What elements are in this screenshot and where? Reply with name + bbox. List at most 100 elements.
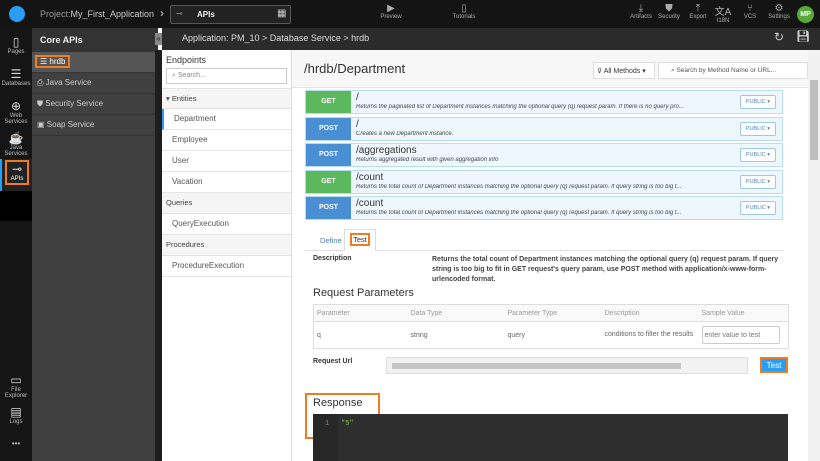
globe-icon: ⊕ xyxy=(10,99,22,113)
method-badge: GET xyxy=(306,91,351,113)
endpoints-title: Endpoints xyxy=(166,55,207,65)
section-procedures[interactable]: Procedures xyxy=(162,235,291,256)
rail-logs[interactable]: ▤ Logs xyxy=(0,405,32,426)
request-params-title: Request Parameters xyxy=(313,287,414,299)
folder-icon: ▭ xyxy=(10,373,22,387)
settings-button[interactable]: ⚙ Settings xyxy=(764,3,794,20)
project-name[interactable]: My_First_Application xyxy=(70,9,155,19)
rail-apis[interactable]: ⊸ APIs xyxy=(0,159,32,191)
api-path: /count xyxy=(356,171,384,183)
request-url-label: Request Url xyxy=(313,358,353,365)
table-row: q string query conditions to filter the … xyxy=(314,322,789,349)
api-row[interactable]: GET / Returns the paginated list of Depa… xyxy=(305,90,783,114)
col-description: Description xyxy=(604,309,640,317)
sidebar-title: Core APIs xyxy=(32,28,158,52)
endpoint-department[interactable]: Department xyxy=(162,109,291,130)
line-number: 1 xyxy=(325,420,330,428)
access-dropdown[interactable]: PUBLIC ▾ xyxy=(740,95,776,109)
shield-icon: ⛊ xyxy=(665,3,673,14)
api-description: Returns the total count of Department in… xyxy=(356,183,682,190)
endpoint-procedure-execution[interactable]: ProcedureExecution xyxy=(162,256,291,277)
endpoints-panel: Endpoints ⌕ Search... ▾ Entities Departm… xyxy=(162,50,292,461)
sidebar-item-hrdb[interactable]: ☰ hrdb xyxy=(32,52,158,73)
gear-icon: ⚙ xyxy=(774,3,784,14)
api-description: Returns aggregated result with given agg… xyxy=(356,157,499,163)
response-editor[interactable]: 1 "5" xyxy=(313,414,788,461)
section-queries[interactable]: Queries xyxy=(162,193,291,214)
security-button[interactable]: ⛊ Security xyxy=(655,3,683,20)
coffee-icon: ☕ xyxy=(8,131,24,145)
scrollbar[interactable] xyxy=(808,50,820,461)
vcs-button[interactable]: ⑂ VCS xyxy=(738,3,762,20)
sample-value-input[interactable] xyxy=(701,326,780,344)
chevron-right-icon: › xyxy=(160,6,164,20)
col-sample-value: Sample Value xyxy=(701,309,745,317)
sidebar: Core APIs ☰ hrdb ⎙ Java Service ⛊ Securi… xyxy=(32,28,158,461)
method-badge: POST xyxy=(306,144,351,166)
more-button[interactable]: ••• xyxy=(11,439,21,448)
endpoint-user[interactable]: User xyxy=(162,151,291,172)
sidebar-item-security-service[interactable]: ⛊ Security Service xyxy=(32,94,158,115)
sidebar-item-soap-service[interactable]: ▣ Soap Service xyxy=(32,115,158,136)
avatar[interactable]: MP xyxy=(797,6,814,23)
grid-icon[interactable]: ▦ xyxy=(277,8,287,19)
redacted-url xyxy=(392,363,681,369)
mode-selector[interactable]: ⊸ APIs ▦ xyxy=(170,5,291,24)
param-type: string xyxy=(410,331,428,339)
i18n-button[interactable]: 文A I18N xyxy=(712,3,734,24)
refresh-icon[interactable]: ↻ xyxy=(774,30,785,44)
endpoints-search[interactable]: ⌕ Search... xyxy=(166,68,287,84)
endpoint-vacation[interactable]: Vacation xyxy=(162,172,291,193)
project-label: Project:My_First_Application xyxy=(40,9,155,19)
download-icon: ⤓ xyxy=(638,3,644,14)
method-search-input[interactable]: ⌕ Search by Method Name or URL... xyxy=(658,62,808,79)
rail-file-explorer[interactable]: ▭ File Explorer xyxy=(0,373,32,400)
book-icon: ▯ xyxy=(461,3,467,14)
log-icon: ▤ xyxy=(10,405,22,419)
page-icon: ▯ xyxy=(12,35,20,49)
params-table: Parameter Data Type Parameter Type Descr… xyxy=(313,304,789,349)
export-button[interactable]: ⤒ Export xyxy=(684,3,712,20)
api-description: Returns the total count of Department in… xyxy=(356,210,682,216)
save-icon[interactable]: 💾︎ xyxy=(796,31,810,43)
access-dropdown[interactable]: PUBLIC ▾ xyxy=(740,201,776,215)
method-filter[interactable]: ⊽ All Methods ▾ xyxy=(593,62,655,79)
access-dropdown[interactable]: PUBLIC ▾ xyxy=(740,148,776,162)
api-description: Returns the paginated list of Department… xyxy=(356,104,684,110)
api-path: /count xyxy=(356,198,384,209)
rail-pages[interactable]: ▯ Pages xyxy=(0,35,32,56)
col-data-type: Data Type xyxy=(410,309,443,317)
access-dropdown[interactable]: PUBLIC ▾ xyxy=(740,121,776,136)
test-button[interactable]: Test xyxy=(760,357,788,373)
col-parameter: Parameter xyxy=(317,309,350,317)
rail-java-services[interactable]: ☕ Java Services xyxy=(0,131,32,158)
rail-web-services[interactable]: ⊕ Web Services xyxy=(0,99,32,126)
method-badge: GET xyxy=(306,170,351,193)
api-row[interactable]: POST /aggregations Returns aggregated re… xyxy=(305,143,783,167)
tutorials-button[interactable]: ▯ Tutorials xyxy=(450,3,478,20)
upload-icon: ⤒ xyxy=(695,3,701,14)
database-icon: ☰ xyxy=(10,67,22,81)
response-title: Response xyxy=(313,397,363,409)
rail-databases[interactable]: ☰ Databases xyxy=(1,67,31,88)
description-label: Description xyxy=(313,255,352,262)
tab-define[interactable]: Define xyxy=(320,236,342,245)
collapse-sidebar-button[interactable]: « xyxy=(155,33,162,45)
api-path: / xyxy=(356,118,359,130)
access-dropdown[interactable]: PUBLIC ▾ xyxy=(740,174,776,189)
page-title: /hrdb/Department xyxy=(304,61,406,76)
endpoint-query-execution[interactable]: QueryExecution xyxy=(162,214,291,235)
section-entities[interactable]: ▾ Entities xyxy=(162,88,291,109)
param-location: query xyxy=(507,331,526,339)
response-value: "5" xyxy=(341,420,354,428)
request-url-field[interactable] xyxy=(386,357,748,374)
endpoint-employee[interactable]: Employee xyxy=(162,130,291,151)
preview-button[interactable]: ▶ Preview xyxy=(378,3,404,20)
api-row[interactable]: POST /count Returns the total count of D… xyxy=(305,196,783,220)
api-row[interactable]: POST / Creates a new Department instance… xyxy=(305,116,783,141)
scrollbar-thumb[interactable] xyxy=(810,80,818,160)
tab-test[interactable]: Test xyxy=(344,229,376,251)
api-row[interactable]: GET /count Returns the total count of De… xyxy=(305,169,783,194)
sidebar-item-java-service[interactable]: ⎙ Java Service xyxy=(32,73,158,94)
artifacts-button[interactable]: ⤓ Artifacts xyxy=(627,3,655,20)
